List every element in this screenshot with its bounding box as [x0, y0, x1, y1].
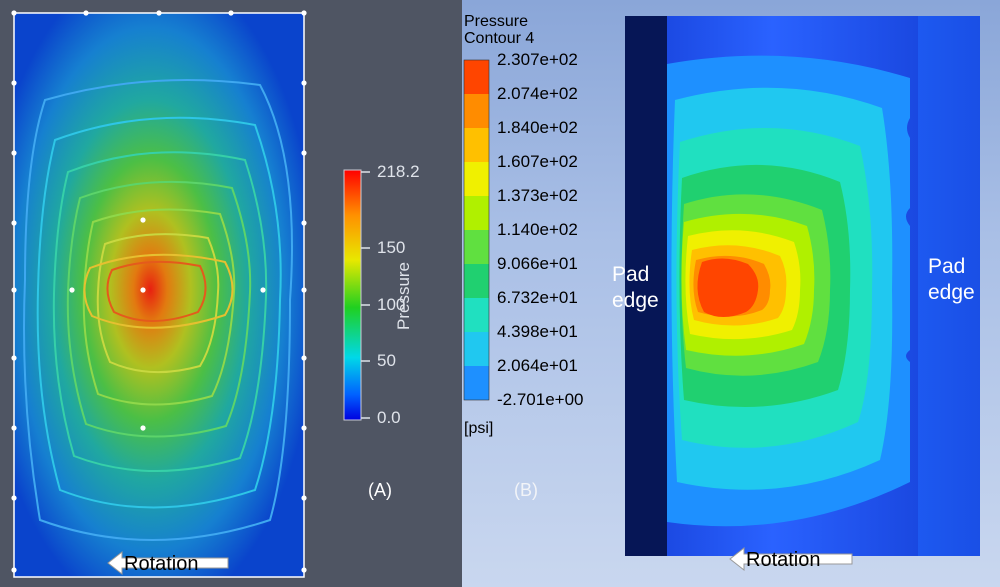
- rotation-label-b: Rotation: [746, 549, 821, 571]
- legend-b-level-1: 2.074e+02: [497, 84, 578, 103]
- pad-edge-left-strip: [625, 16, 667, 556]
- caption-b: (B): [514, 480, 538, 500]
- probe-points-a: [11, 10, 307, 573]
- legend-b-level-3: 1.607e+02: [497, 152, 578, 171]
- rotation-arrow-b: [729, 546, 853, 572]
- legend-b-level-8: 4.398e+01: [497, 322, 578, 341]
- legend-b-title-line1: Pressure: [464, 13, 529, 30]
- colorbar-a-tick-0: 0.0: [377, 408, 401, 427]
- colorbar-a-tick-100: 100: [377, 295, 406, 314]
- colorbar-a: [343, 169, 362, 421]
- colorbar-a-tick-150: 150: [377, 238, 406, 257]
- colorbar-a-title: Pressure: [394, 261, 413, 331]
- legend-b-level-9: 2.064e+01: [497, 356, 578, 375]
- rotation-arrow-a: [107, 550, 229, 576]
- legend-b-level-6: 9.066e+01: [497, 254, 578, 273]
- legend-b-title: Pressure Contour 4: [464, 13, 534, 47]
- pad-edge-right-strip: [918, 16, 980, 556]
- legend-b-title-line2: Contour 4: [464, 30, 535, 47]
- rotation-label-a: Rotation: [124, 553, 199, 575]
- legend-b-unit: [psi]: [464, 420, 494, 437]
- pressure-contours-b: [667, 55, 910, 527]
- legend-b-level-7: 6.732e+01: [497, 288, 578, 307]
- pad-edge-right-label: Pad edge: [928, 254, 975, 306]
- panel-a-pressure-plot: [11, 10, 370, 578]
- colorbar-a-tick-218: 218.2: [377, 162, 420, 181]
- panel-b-pressure-plot: [463, 16, 980, 572]
- colorbar-a-tick-50: 50: [377, 351, 396, 370]
- pressure-contours-a: [23, 79, 293, 541]
- pad-edge-left-label: Pad edge: [612, 262, 659, 314]
- pad-edge-right-line1: Pad: [928, 255, 966, 278]
- colorbar-a-ticks: [361, 171, 370, 419]
- pad-edge-left-line2: edge: [612, 289, 659, 312]
- legend-b-swatches: [463, 59, 490, 401]
- legend-b-level-0: 2.307e+02: [497, 50, 578, 69]
- caption-a: (A): [368, 480, 392, 500]
- legend-b-level-5: 1.140e+02: [497, 220, 578, 239]
- pad-edge-left-line1: Pad: [612, 263, 650, 286]
- panel-a-simulation: 218.2 150 100 50 0.0 Pressure (A) Rotati…: [0, 0, 462, 587]
- legend-b-level-2: 1.840e+02: [497, 118, 578, 137]
- pad-edge-right-line2: edge: [928, 281, 975, 304]
- legend-b-level-10: -2.701e+00: [497, 390, 584, 409]
- legend-b-level-4: 1.373e+02: [497, 186, 578, 205]
- panel-b-simulation: Pressure Contour 4 2.307e+02 2.074e+02 1…: [462, 0, 1000, 587]
